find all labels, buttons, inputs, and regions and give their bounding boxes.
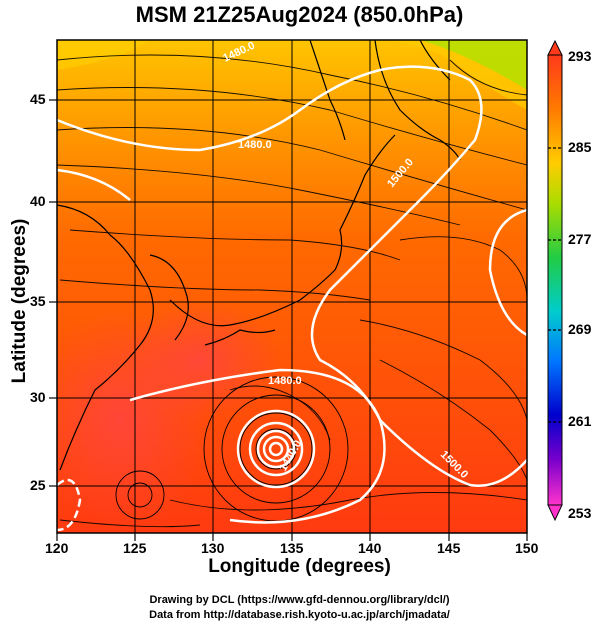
colorbar-label: 253	[568, 505, 592, 521]
y-tick-label: 25	[30, 477, 46, 493]
y-tick-label: 40	[30, 193, 46, 209]
x-tick-label: 120	[45, 540, 69, 556]
colorbar-top-arrow	[547, 39, 563, 56]
colorbar-label: 293	[568, 48, 592, 64]
credit-data: Data from http://database.rish.kyoto-u.a…	[149, 609, 450, 621]
contour-label: 1480.0	[238, 139, 272, 151]
colorbar-bottom-arrow	[547, 504, 563, 522]
typhoon-isolines	[236, 409, 316, 489]
colorbar-label: 269	[568, 321, 592, 337]
y-tick-label: 35	[30, 293, 46, 309]
credit-drawing: Drawing by DCL (https://www.gfd-dennou.o…	[149, 594, 450, 606]
colorbar	[547, 54, 563, 506]
contour-lines	[57, 65, 527, 532]
x-tick-label: 130	[201, 540, 225, 556]
coastlines	[57, 40, 461, 471]
page-title: MSM 21Z25Aug2024 (850.0hPa)	[135, 2, 464, 27]
x-tick-label: 135	[280, 540, 304, 556]
colorbar-label: 261	[568, 413, 592, 429]
contour-label: 1480.0	[268, 375, 302, 387]
x-tick-label: 140	[358, 540, 382, 556]
x-tick-label: 150	[515, 540, 539, 556]
y-tick-label: 45	[30, 91, 46, 107]
x-tick-label: 125	[123, 540, 147, 556]
x-axis-label: Longitude (degrees)	[208, 556, 391, 577]
y-axis-label: Latitude (degrees)	[9, 218, 30, 384]
grid-lines	[57, 40, 527, 533]
cool-region	[420, 40, 527, 90]
y-tick-label: 30	[30, 389, 46, 405]
axis-ticks	[49, 99, 528, 541]
colorbar-label: 285	[568, 139, 592, 155]
x-tick-label: 145	[437, 540, 461, 556]
colorbar-label: 277	[568, 231, 592, 247]
streamlines	[57, 54, 527, 528]
